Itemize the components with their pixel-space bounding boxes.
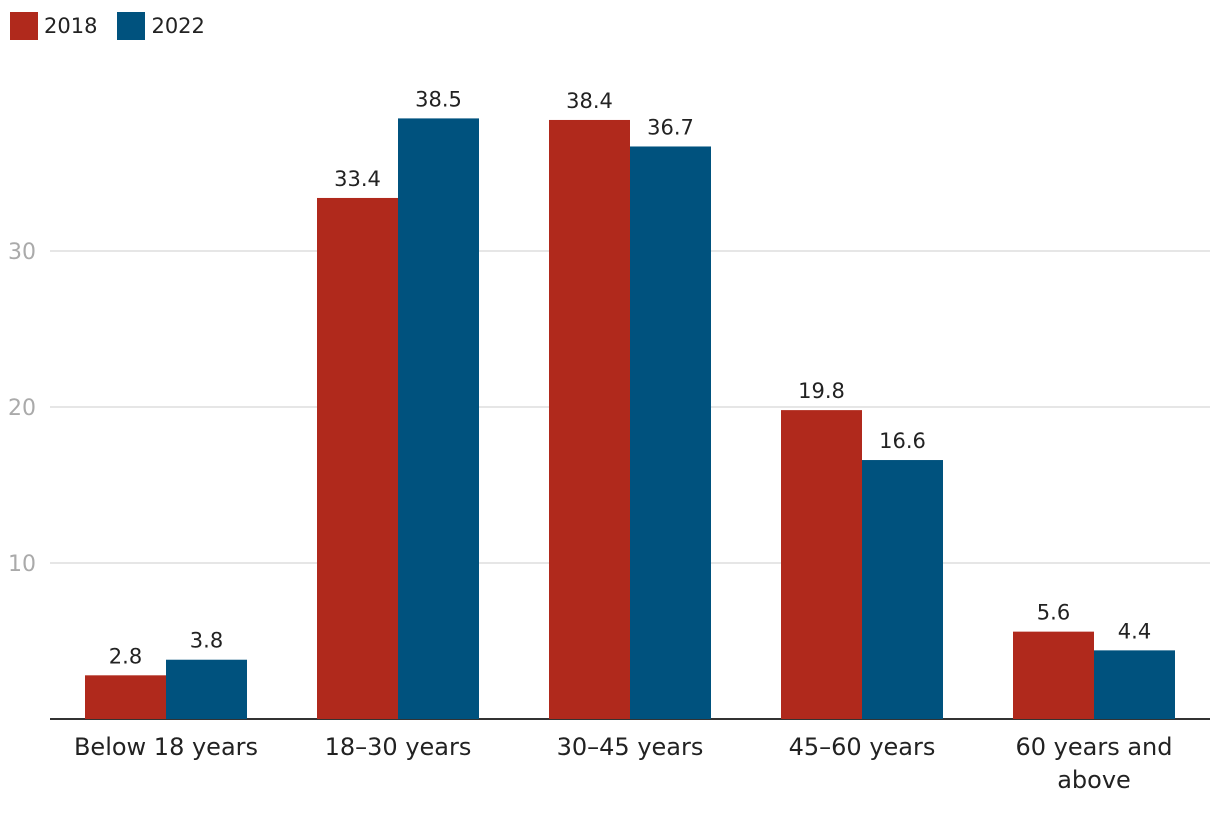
legend-label-2018: 2018 bbox=[44, 14, 98, 38]
data-label-2022-1: 38.5 bbox=[415, 87, 462, 111]
bar-2018-1 bbox=[317, 197, 398, 719]
data-label-2022-4: 4.4 bbox=[1118, 619, 1151, 643]
data-label-2018-1: 33.4 bbox=[334, 167, 381, 191]
bar-2018-3 bbox=[781, 410, 862, 719]
bar-2018-0 bbox=[85, 675, 166, 719]
legend-label-2022: 2022 bbox=[151, 14, 205, 38]
legend-item-2022: 2022 bbox=[117, 12, 205, 40]
data-label-2018-3: 19.8 bbox=[798, 379, 845, 403]
legend-item-2018: 2018 bbox=[10, 12, 97, 40]
bar-2018-4 bbox=[1013, 631, 1094, 719]
category-label-3: 45–60 years bbox=[789, 733, 936, 761]
bar-2022-2 bbox=[630, 146, 711, 720]
bar-2022-3 bbox=[862, 460, 943, 719]
y-tick-label-30: 30 bbox=[8, 240, 36, 265]
y-tick-label-10: 10 bbox=[8, 552, 36, 577]
data-label-2022-2: 36.7 bbox=[647, 115, 694, 139]
data-label-2018-2: 38.4 bbox=[566, 89, 613, 113]
legend-swatch-2022 bbox=[117, 12, 146, 40]
category-label-4-line1: above bbox=[1057, 766, 1131, 794]
category-label-2: 30–45 years bbox=[557, 733, 704, 761]
data-label-2022-0: 3.8 bbox=[190, 629, 223, 653]
y-tick-label-20: 20 bbox=[8, 396, 36, 421]
category-label-0: Below 18 years bbox=[74, 733, 258, 761]
bar-2022-4 bbox=[1094, 650, 1175, 719]
category-label-1: 18–30 years bbox=[325, 733, 472, 761]
bar-2018-2 bbox=[549, 119, 630, 719]
bar-2022-1 bbox=[398, 118, 479, 719]
data-label-2018-0: 2.8 bbox=[109, 644, 142, 668]
data-label-2022-3: 16.6 bbox=[879, 429, 926, 453]
bar-2022-0 bbox=[166, 659, 247, 719]
category-label-4-line0: 60 years and bbox=[1016, 733, 1173, 761]
data-label-2018-4: 5.6 bbox=[1037, 601, 1070, 625]
legend: 2018 2022 bbox=[10, 12, 225, 40]
legend-swatch-2018 bbox=[10, 12, 38, 40]
